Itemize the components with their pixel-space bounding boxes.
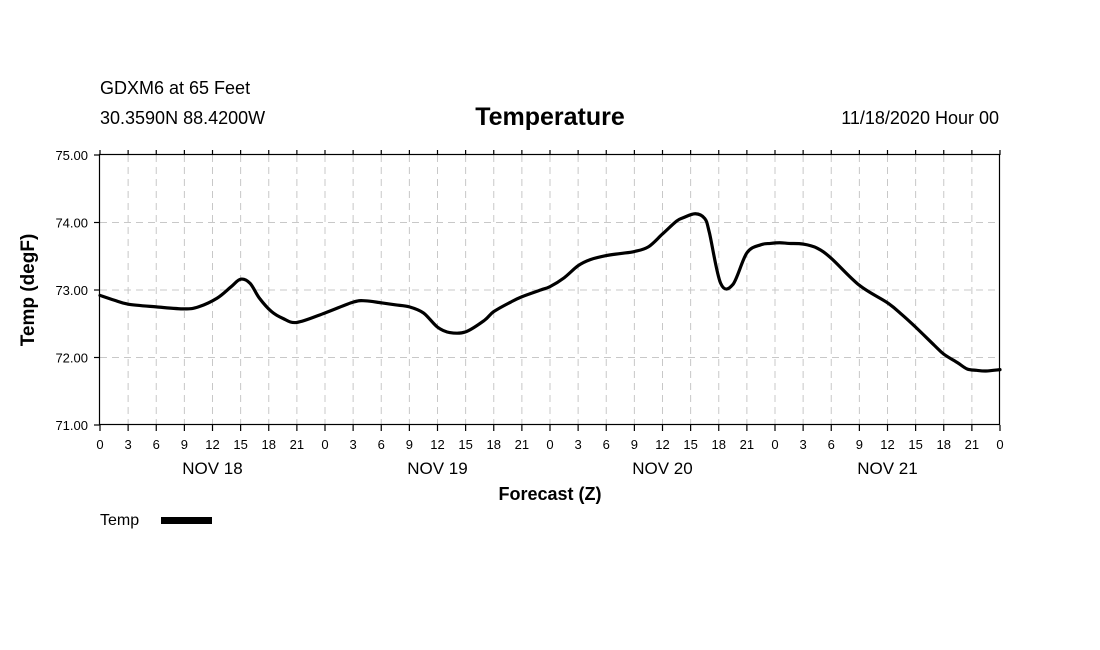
y-tick-label: 74.00 <box>55 216 88 231</box>
chart-title: Temperature <box>475 103 625 131</box>
x-tick-label: 21 <box>515 437 529 452</box>
x-tick-label: 18 <box>262 437 276 452</box>
y-tick-label: 71.00 <box>55 418 88 433</box>
x-tick-label: 18 <box>937 437 951 452</box>
x-tick-label: 6 <box>378 437 385 452</box>
x-tick-label: 6 <box>153 437 160 452</box>
x-tick-label: 15 <box>908 437 922 452</box>
x-tick-label: 3 <box>125 437 132 452</box>
y-tick-label: 75.00 <box>55 148 88 163</box>
x-tick-label: 18 <box>712 437 726 452</box>
x-tick-label: 3 <box>350 437 357 452</box>
x-tick-label: 9 <box>181 437 188 452</box>
grid <box>100 155 1000 425</box>
day-label: NOV 20 <box>632 459 692 478</box>
x-tick-label: 18 <box>487 437 501 452</box>
x-tick-label: 15 <box>458 437 472 452</box>
forecast-datetime-label: 11/18/2020 Hour 00 <box>841 108 999 128</box>
x-tick-label: 3 <box>575 437 582 452</box>
x-tick-label: 21 <box>740 437 754 452</box>
axis-ticks <box>94 150 1001 431</box>
x-tick-label: 0 <box>96 437 103 452</box>
temp-series-line <box>98 212 1002 373</box>
x-tick-label: 0 <box>996 437 1003 452</box>
x-tick-label: 21 <box>290 437 304 452</box>
y-tick-label: 72.00 <box>55 351 88 366</box>
station-label: GDXM6 at 65 Feet <box>100 78 250 98</box>
day-label: NOV 18 <box>182 459 242 478</box>
x-tick-label: 0 <box>546 437 553 452</box>
coordinates-label: 30.3590N 88.4200W <box>100 108 265 128</box>
x-tick-label: 12 <box>880 437 894 452</box>
x-tick-label: 9 <box>406 437 413 452</box>
x-tick-label: 6 <box>603 437 610 452</box>
day-labels: NOV 18 NOV 19 NOV 20 NOV 21 <box>182 459 917 478</box>
x-tick-label: 9 <box>631 437 638 452</box>
x-axis-label: Forecast (Z) <box>498 484 601 504</box>
y-tick-labels: 71.00 72.00 73.00 74.00 75.00 <box>55 148 88 433</box>
x-tick-label: 6 <box>828 437 835 452</box>
x-tick-label: 12 <box>430 437 444 452</box>
x-tick-label: 21 <box>965 437 979 452</box>
x-tick-label: 12 <box>205 437 219 452</box>
day-label: NOV 21 <box>857 459 917 478</box>
legend-label-temp: Temp <box>100 512 139 529</box>
legend-swatch-temp <box>161 517 212 524</box>
y-axis-label: Temp (degF) <box>18 234 39 347</box>
x-tick-label: 9 <box>856 437 863 452</box>
x-tick-label: 3 <box>800 437 807 452</box>
x-tick-label: 15 <box>683 437 697 452</box>
day-label: NOV 19 <box>407 459 467 478</box>
x-tick-label: 0 <box>321 437 328 452</box>
x-tick-label: 12 <box>655 437 669 452</box>
x-tick-label: 0 <box>771 437 778 452</box>
x-tick-labels: 0 3 6 9 12 15 18 21 0 3 6 9 12 15 18 21 0 3 6 9 12 15 18 21 0 3 6 9… <box>96 437 1003 452</box>
y-tick-label: 73.00 <box>55 283 88 298</box>
x-tick-label: 15 <box>233 437 247 452</box>
